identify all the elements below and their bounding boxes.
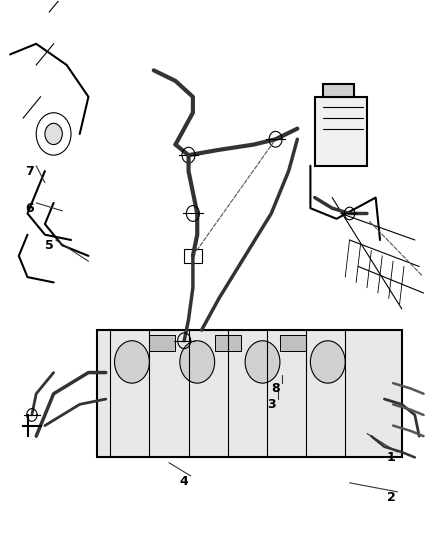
Text: 4: 4 xyxy=(180,475,188,488)
Bar xyxy=(97,330,402,457)
Text: 8: 8 xyxy=(271,382,280,395)
Bar xyxy=(323,84,354,97)
Circle shape xyxy=(245,341,280,383)
Bar xyxy=(280,335,306,351)
Circle shape xyxy=(45,123,62,144)
Text: 1: 1 xyxy=(387,451,395,464)
Text: 7: 7 xyxy=(25,165,34,177)
Text: 5: 5 xyxy=(45,239,53,252)
Bar xyxy=(184,249,201,263)
Circle shape xyxy=(36,113,71,155)
Bar xyxy=(149,335,176,351)
Bar xyxy=(215,335,241,351)
Circle shape xyxy=(311,341,345,383)
Circle shape xyxy=(115,341,149,383)
Circle shape xyxy=(180,341,215,383)
Text: 2: 2 xyxy=(387,491,395,504)
Text: 6: 6 xyxy=(25,201,34,215)
Text: 3: 3 xyxy=(267,398,276,411)
Bar xyxy=(315,97,367,166)
